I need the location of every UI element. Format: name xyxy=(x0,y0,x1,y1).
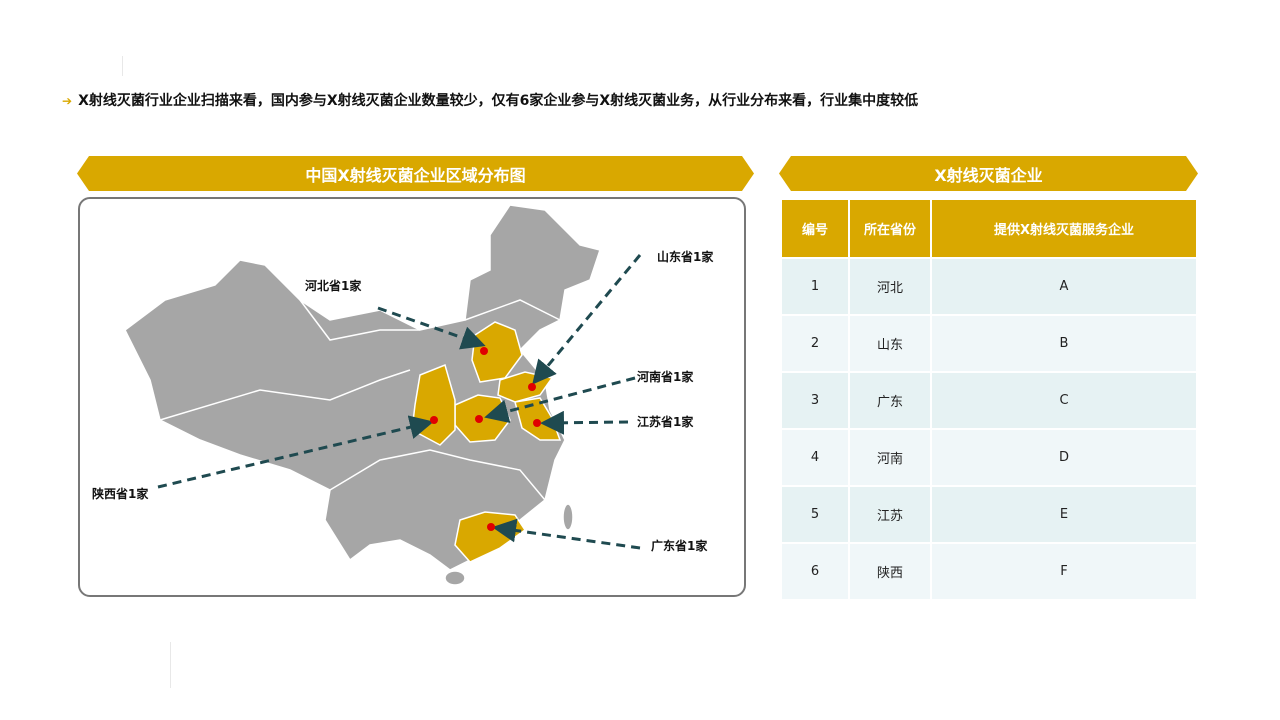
marker-henan xyxy=(475,415,483,423)
label-shandong: 山东省1家 xyxy=(657,249,714,264)
label-guangdong: 广东省1家 xyxy=(651,538,708,553)
province-border xyxy=(299,299,420,341)
map-frame xyxy=(78,197,746,597)
cell-province: 河北 xyxy=(848,257,932,316)
table-title-banner: X射线灭菌企业 xyxy=(779,156,1198,191)
table-row: 6 陕西 F xyxy=(780,542,1198,601)
hainan xyxy=(444,570,466,586)
divider xyxy=(170,642,171,688)
label-hebei: 河北省1家 xyxy=(304,278,362,293)
header-number: 编号 xyxy=(780,198,850,259)
arrow-right-icon: ➔ xyxy=(62,94,73,108)
table-row: 3 广东 C xyxy=(780,371,1198,430)
table-title: X射线灭菌企业 xyxy=(934,165,1043,185)
cell-enterprise: D xyxy=(930,428,1198,487)
cell-number: 1 xyxy=(780,257,850,316)
province-border xyxy=(159,369,411,421)
marker-shandong xyxy=(528,383,536,391)
cell-number: 6 xyxy=(780,542,850,601)
cell-province: 江苏 xyxy=(848,485,932,544)
divider xyxy=(122,56,123,76)
table-row: 4 河南 D xyxy=(780,428,1198,487)
cell-enterprise: C xyxy=(930,371,1198,430)
leader-line-hebei xyxy=(377,306,486,350)
cell-number: 3 xyxy=(780,371,850,430)
table-row: 1 河北 A xyxy=(780,257,1198,316)
table-row: 2 山东 B xyxy=(780,314,1198,373)
leader-line-jiangsu xyxy=(540,410,629,435)
table-header-row: 编号 所在省份 提供X射线灭菌服务企业 xyxy=(780,198,1198,259)
header-province: 所在省份 xyxy=(848,198,932,259)
province-border xyxy=(464,299,561,321)
cell-number: 5 xyxy=(780,485,850,544)
header-enterprise: 提供X射线灭菌服务企业 xyxy=(930,198,1198,259)
enterprise-table: 编号 所在省份 提供X射线灭菌服务企业 1 河北 A 2 山东 B 3 广东 C 4 河南 D … xyxy=(780,198,1198,601)
map-title: 中国X射线灭菌企业区域分布图 xyxy=(305,165,526,185)
province-border xyxy=(329,449,546,501)
marker-hebei xyxy=(480,347,488,355)
cell-enterprise: B xyxy=(930,314,1198,373)
cell-number: 2 xyxy=(780,314,850,373)
headline-text: X射线灭菌行业企业扫描来看，国内参与X射线灭菌企业数量较少，仅有6家企业参与X射… xyxy=(78,93,919,109)
cell-enterprise: E xyxy=(930,485,1198,544)
label-jiangsu: 江苏省1家 xyxy=(637,414,694,429)
taiwan xyxy=(562,503,574,531)
marker-jiangsu xyxy=(533,419,541,427)
label-henan: 河南省1家 xyxy=(636,369,694,384)
cell-enterprise: A xyxy=(930,257,1198,316)
cell-number: 4 xyxy=(780,428,850,487)
cell-province: 广东 xyxy=(848,371,932,430)
leader-line-henan xyxy=(484,376,636,424)
marker-shaanxi xyxy=(430,416,438,424)
cell-province: 山东 xyxy=(848,314,932,373)
marker-guangdong xyxy=(487,523,495,531)
headline: ➔ X射线灭菌行业企业扫描来看，国内参与X射线灭菌企业数量较少，仅有6家企业参与X… xyxy=(62,90,918,110)
label-shaanxi: 陕西省1家 xyxy=(92,486,149,501)
province-guangdong xyxy=(454,511,527,563)
leader-line-shandong xyxy=(532,254,642,385)
cell-province: 陕西 xyxy=(848,542,932,601)
table-row: 5 江苏 E xyxy=(780,485,1198,544)
cell-province: 河南 xyxy=(848,428,932,487)
leader-line-guangdong xyxy=(492,518,641,550)
leader-line-shaanxi xyxy=(157,415,434,489)
cell-enterprise: F xyxy=(930,542,1198,601)
map-title-banner: 中国X射线灭菌企业区域分布图 xyxy=(77,156,754,191)
